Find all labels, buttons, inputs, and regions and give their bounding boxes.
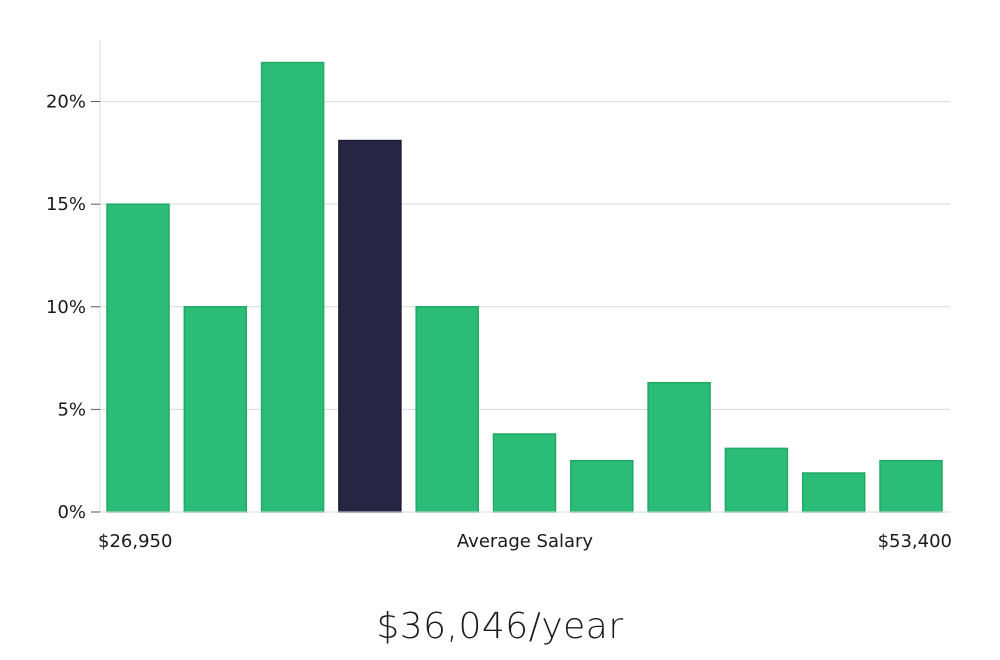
histogram-bars — [106, 61, 943, 513]
x-axis-label: Average Salary — [457, 531, 594, 552]
y-axis-ticks: 0% 5% 10% 15% 20% — [46, 92, 100, 523]
axes — [91, 40, 950, 513]
histogram-bar[interactable] — [724, 447, 789, 513]
histogram-bar[interactable] — [492, 433, 557, 513]
y-tick-label: 0% — [57, 502, 86, 523]
histogram-bar[interactable] — [570, 459, 634, 513]
salary-histogram-chart: 0% 5% 10% 15% 20% $26,950 Average Salary $53… — [46, 40, 952, 552]
histogram-bar[interactable] — [801, 472, 866, 513]
histogram-bar[interactable] — [183, 306, 248, 513]
y-tick-label: 20% — [46, 92, 86, 113]
histogram-bar[interactable] — [647, 381, 711, 513]
histogram-bar[interactable] — [260, 61, 325, 513]
histogram-bar[interactable] — [415, 306, 479, 513]
average-salary-value: $36,046/year — [376, 606, 624, 647]
histogram-bar-highlighted[interactable] — [338, 139, 402, 513]
histogram-bar[interactable] — [106, 203, 170, 513]
histogram-bar[interactable] — [879, 459, 943, 513]
y-tick-label: 15% — [46, 194, 86, 215]
y-tick-label: 10% — [46, 297, 86, 318]
x-axis-max-label: $53,400 — [878, 531, 952, 552]
y-tick-label: 5% — [57, 399, 86, 420]
x-axis-min-label: $26,950 — [98, 531, 172, 552]
